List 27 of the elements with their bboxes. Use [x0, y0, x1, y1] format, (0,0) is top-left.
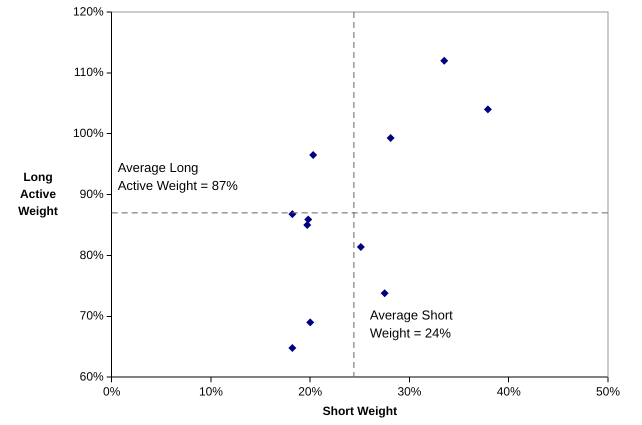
point: [386, 134, 395, 142]
x-axis-title: Short Weight: [322, 404, 398, 418]
y-tick-label: 100%: [72, 126, 104, 140]
y-tick-label: 110%: [74, 65, 104, 80]
point: [380, 289, 389, 298]
x-tick-label: 0%: [103, 384, 121, 399]
ref-line-label: Average Long Active Weight = 87%: [118, 160, 238, 193]
y-tick-label: 70%: [80, 308, 104, 323]
point: [484, 105, 492, 114]
point: [288, 344, 296, 352]
x-tick-label: 30%: [397, 384, 422, 399]
y-axis-title: Long Active Weight: [18, 170, 58, 218]
x-tick-label: 50%: [596, 384, 620, 399]
y-tick-label: 80%: [80, 248, 104, 262]
x-tick-label: 10%: [198, 384, 224, 399]
ref-line-label: Average Short Weight = 24%: [370, 307, 454, 340]
point: [440, 56, 448, 65]
y-tick-label: 120%: [72, 4, 104, 18]
point: [306, 318, 314, 326]
x-tick-label: 40%: [496, 384, 522, 399]
point: [304, 216, 312, 224]
y-tick-label: 90%: [80, 186, 104, 201]
point: [303, 221, 312, 230]
x-tick-label: 20%: [298, 384, 323, 399]
point: [309, 151, 318, 160]
y-tick-label: 60%: [80, 370, 104, 384]
point: [356, 242, 365, 251]
